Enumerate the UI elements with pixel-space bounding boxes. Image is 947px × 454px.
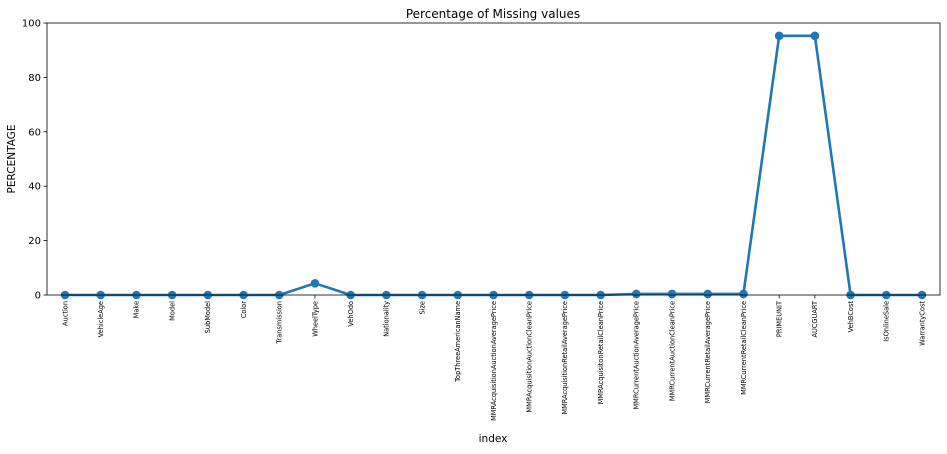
- x-tick-label: SubModel: [204, 301, 212, 334]
- y-tick-label: 80: [28, 73, 41, 84]
- x-tick-label: IsOnlineSale: [883, 301, 891, 342]
- x-tick-label: VehOdo: [347, 301, 355, 327]
- x-tick-label: MMRCurrentAuctionAveragePrice: [633, 301, 641, 410]
- data-point: [667, 289, 677, 299]
- x-tick-label: TopThreeAmericanName: [454, 301, 462, 383]
- data-point: [632, 289, 641, 299]
- x-tick-label: MMRAcquisitionAuctionAveragePrice: [490, 301, 498, 421]
- data-point: [739, 289, 748, 299]
- x-tick-label: MMRCurrentAuctionCleanPrice: [668, 301, 676, 401]
- x-tick-label: AUCGUART: [811, 300, 819, 337]
- x-tick-label: PRIMEUNIT: [775, 300, 783, 337]
- y-tick-label: 0: [35, 291, 41, 302]
- x-tick-label: MMRAcquisitonRetailCleanPrice: [597, 301, 605, 404]
- plot-frame: [46, 22, 941, 296]
- x-tick-label: Make: [133, 301, 141, 318]
- x-tick-label: Size: [418, 301, 426, 315]
- y-tick-label: 60: [28, 127, 41, 138]
- x-tick-label: VehBCost: [847, 301, 855, 333]
- x-axis-label: index: [479, 433, 508, 445]
- data-point: [774, 31, 784, 41]
- x-tick-label: MMRCurrentRetailAveragePrice: [704, 301, 712, 403]
- x-tick-label: WarrantyCost: [918, 301, 926, 346]
- x-tick-label: Nationality: [383, 301, 391, 337]
- y-tick-label: 40: [28, 182, 41, 193]
- data-point: [310, 279, 320, 288]
- x-tick-label: Transmission: [276, 301, 284, 345]
- data-point: [810, 31, 820, 41]
- x-tick-label: Auction: [61, 301, 69, 326]
- y-axis-ticks: 0 20 40 60 80 100: [22, 19, 47, 302]
- data-point: [703, 289, 713, 299]
- x-tick-label: Color: [240, 301, 248, 319]
- x-tick-label: MMRAcquisitionRetailAveragePrice: [561, 301, 569, 415]
- x-tick-label: Model: [168, 301, 176, 321]
- chart-title: Percentage of Missing values: [406, 7, 580, 21]
- y-axis-label: PERCENTAGE: [6, 125, 18, 194]
- x-tick-label: VehicleAge: [97, 301, 105, 337]
- x-axis-ticks: Auction VehicleAge Make Model SubModel Color T…: [61, 295, 926, 421]
- y-tick-label: 100: [22, 19, 41, 30]
- x-tick-label: MMRAcquisitionAuctionCleanPrice: [526, 301, 534, 413]
- y-tick-label: 20: [28, 236, 41, 247]
- x-tick-label: WheelType: [311, 301, 319, 337]
- x-tick-label: MMRCurrentRetailCleanPrice: [740, 301, 748, 395]
